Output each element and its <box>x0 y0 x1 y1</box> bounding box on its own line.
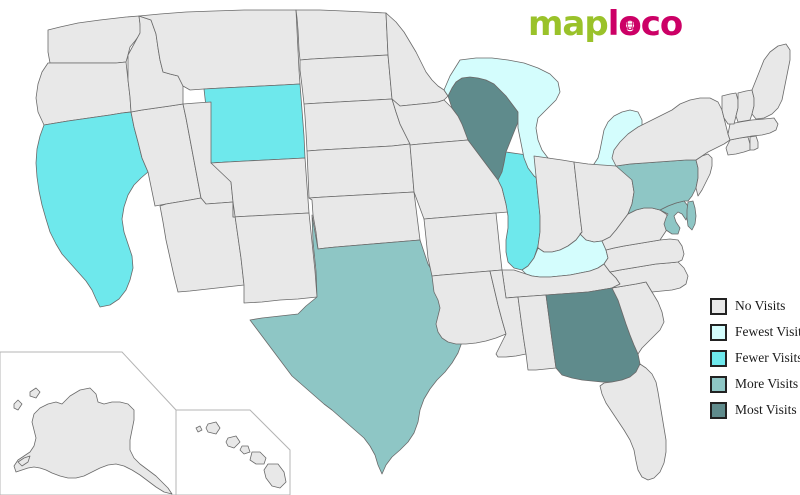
state-AZ[interactable] <box>159 197 245 293</box>
logo-globe-letter-o: o <box>618 4 641 44</box>
logo-text-loco-post: co <box>640 4 684 44</box>
logo-globe-letter: o <box>618 4 641 44</box>
legend-row-most-visits[interactable]: Most Visits <box>710 397 800 423</box>
state-MA[interactable] <box>727 117 779 141</box>
logo-text-map: map <box>528 4 609 44</box>
state-AK[interactable] <box>13 387 173 495</box>
state-ND[interactable] <box>295 9 389 61</box>
legend-row-no-visits[interactable]: No Visits <box>710 293 800 319</box>
state-CA[interactable] <box>35 111 149 308</box>
legend-label-more-visits: More Visits <box>735 376 799 391</box>
legend-row-more-visits[interactable]: More Visits <box>710 371 800 397</box>
legend-label-fewest-visits: Fewest Visits <box>735 324 800 339</box>
state-NH[interactable] <box>735 89 755 123</box>
legend-swatch-most-visits <box>710 401 727 419</box>
maploco-logo[interactable]: maplo co <box>528 4 684 44</box>
state-WA[interactable] <box>47 15 142 64</box>
state-WY[interactable] <box>203 83 306 164</box>
legend-swatch-no-visits <box>710 297 727 315</box>
state-HI[interactable] <box>195 421 287 489</box>
legend-swatch-more-visits <box>710 375 727 393</box>
state-TX[interactable] <box>249 214 465 475</box>
state-SD[interactable] <box>299 54 393 105</box>
legend-label-no-visits: No Visits <box>735 298 786 313</box>
state-RI[interactable] <box>749 135 759 151</box>
legend-swatch-fewest-visits <box>710 323 727 341</box>
state-AR[interactable] <box>423 212 503 277</box>
state-LA[interactable] <box>431 270 507 345</box>
state-FL[interactable] <box>599 363 667 481</box>
legend-label-most-visits: Most Visits <box>735 402 797 417</box>
state-NM[interactable] <box>232 201 318 304</box>
legend-row-fewest-visits[interactable]: Fewest Visits <box>710 319 800 345</box>
legend-row-fewer-visits[interactable]: Fewer Visits <box>710 345 800 371</box>
logo-text-loco-pre: l <box>607 4 620 44</box>
state-OK[interactable] <box>308 191 421 250</box>
state-NJ[interactable] <box>695 153 713 197</box>
state-NY[interactable] <box>611 97 731 167</box>
state-MS[interactable] <box>489 269 527 358</box>
state-MN[interactable] <box>385 12 449 107</box>
legend-label-fewer-visits: Fewer Visits <box>735 350 800 365</box>
map-legend: No Visits Fewest Visits Fewer Visits Mor… <box>710 293 800 423</box>
state-KS[interactable] <box>306 143 415 199</box>
state-DE[interactable] <box>686 200 697 231</box>
state-ME[interactable] <box>751 43 791 120</box>
legend-swatch-fewer-visits <box>710 349 727 367</box>
hawaii-inset-frame <box>175 409 291 495</box>
